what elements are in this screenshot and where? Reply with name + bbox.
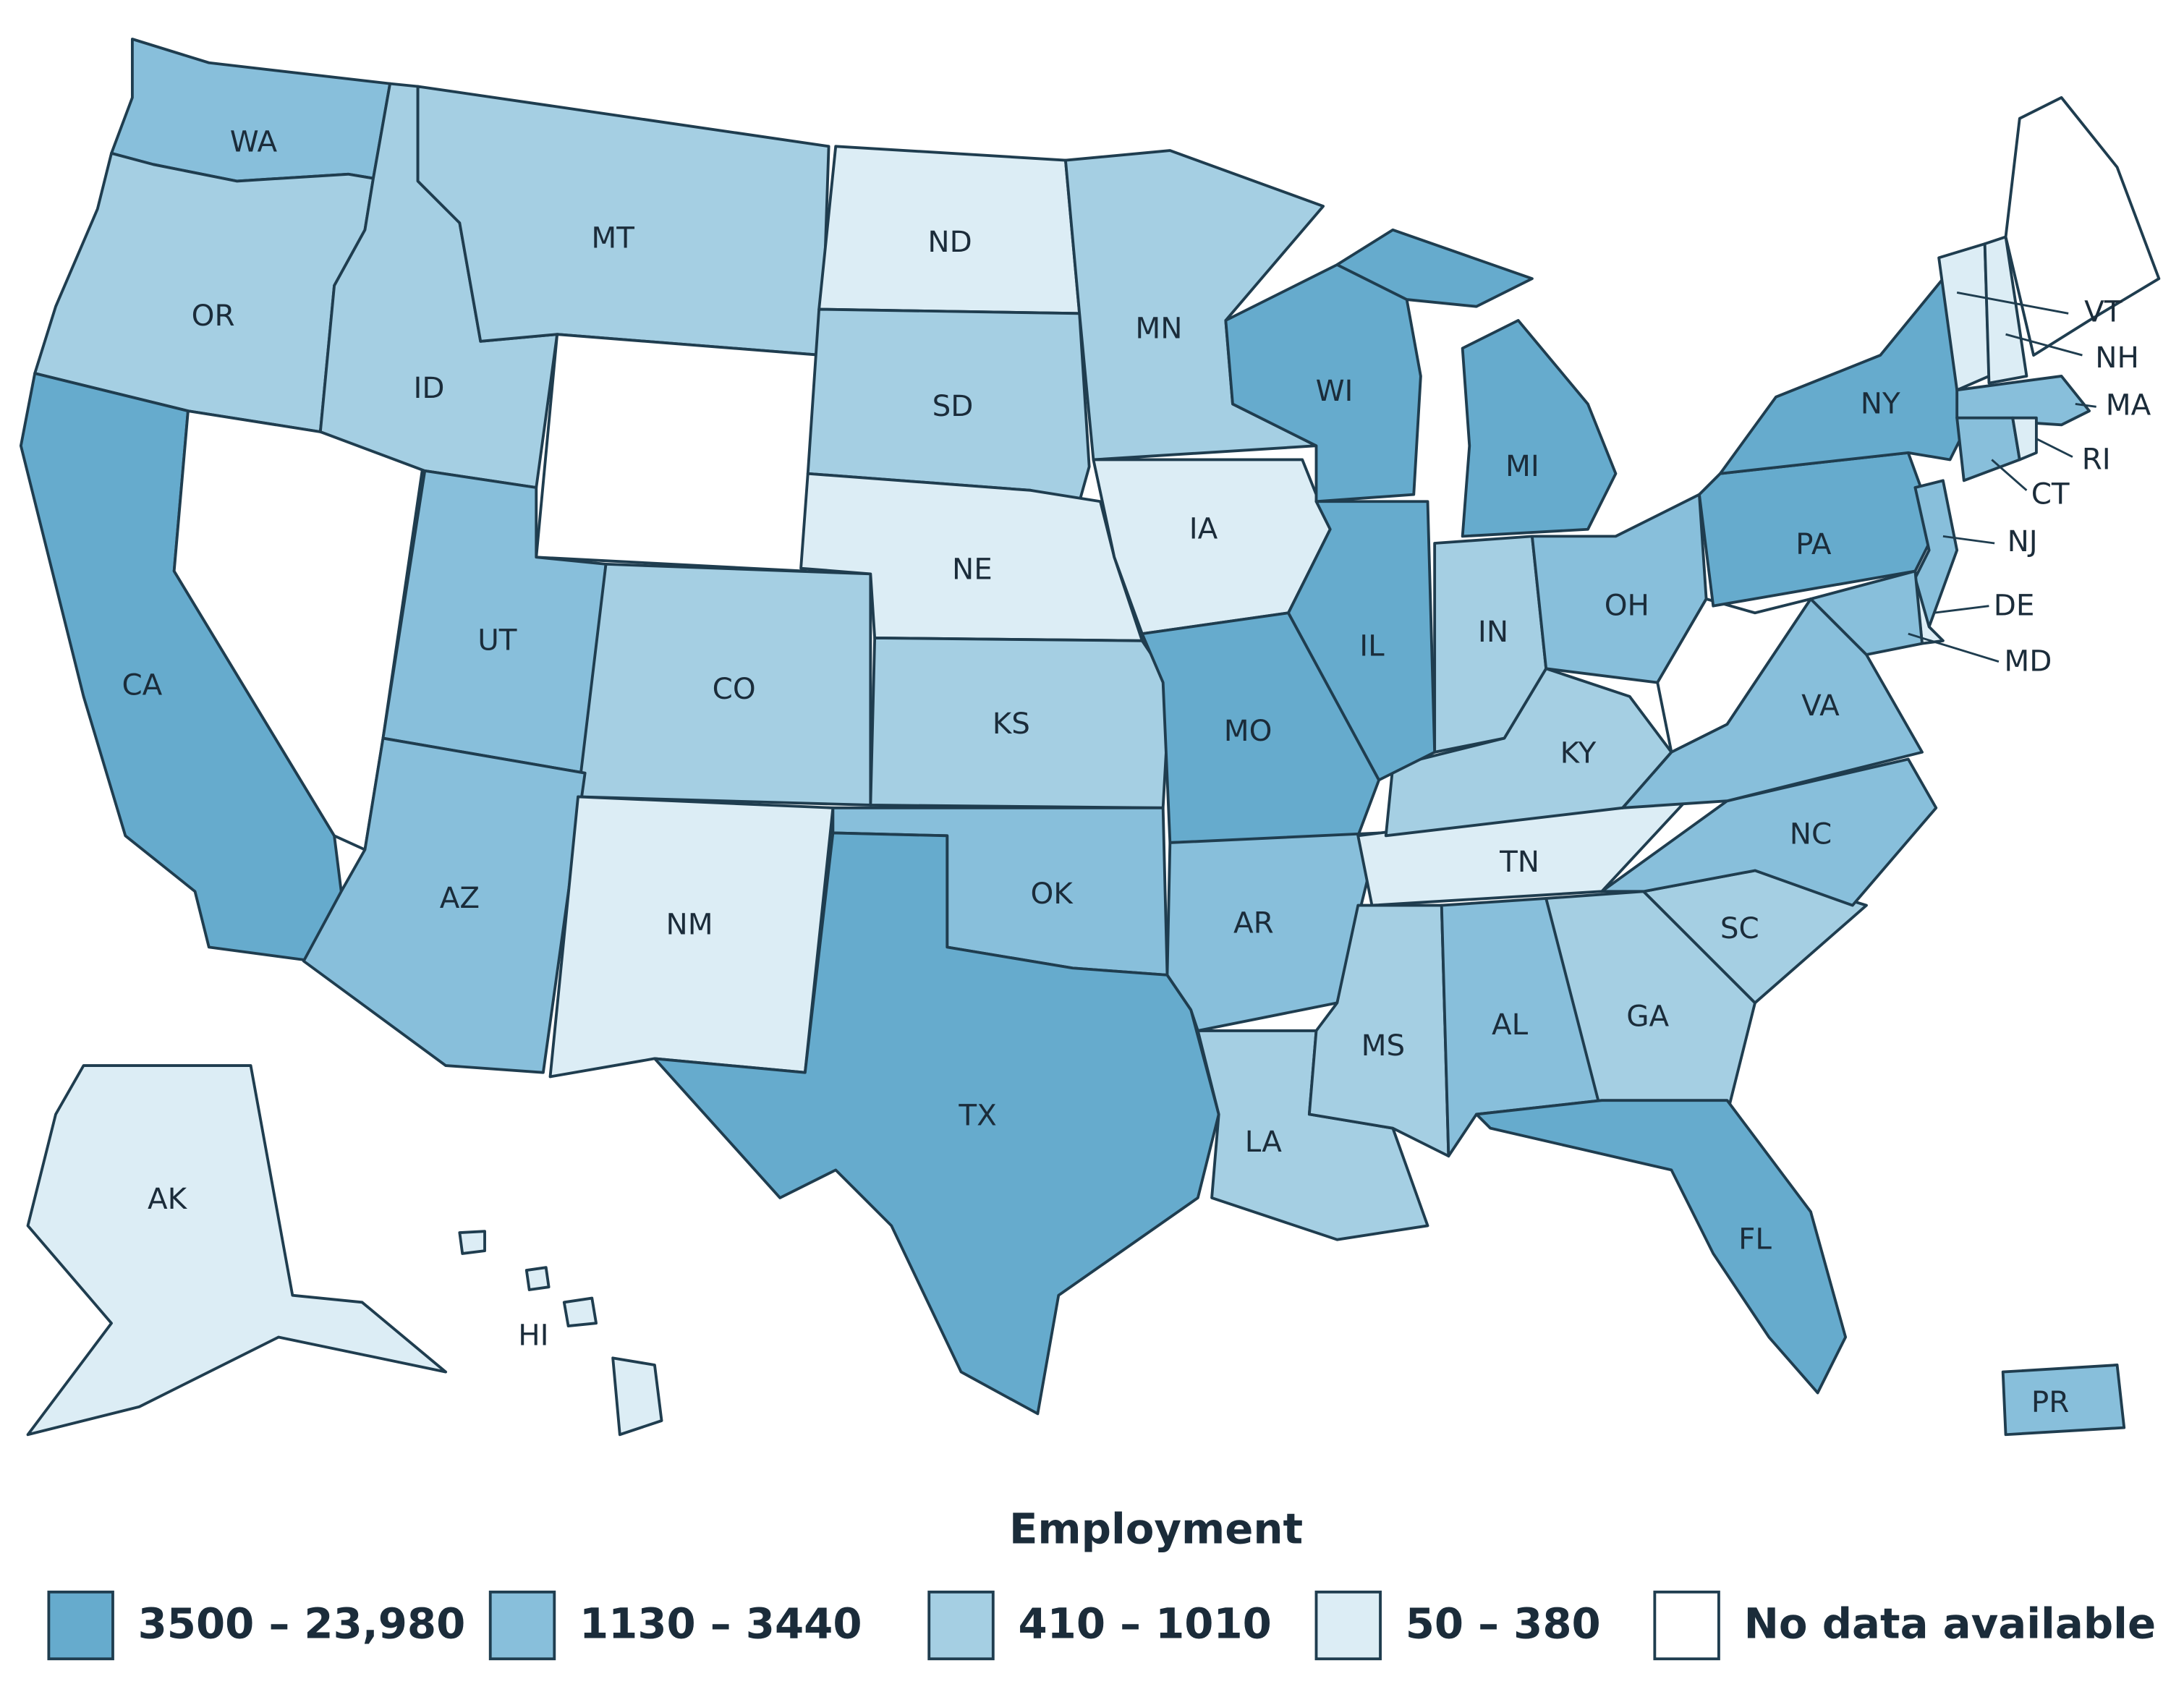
state-shape <box>524 1266 551 1291</box>
state-shape <box>1335 228 1534 308</box>
legend: Employment 3500 – 23,980 1130 – 3440 410 –… <box>47 1505 2157 1661</box>
legend-label: 3500 – 23,980 <box>138 1599 466 1649</box>
state-label: MN <box>1135 310 1182 345</box>
legend-title: Employment <box>1009 1505 1303 1554</box>
state-label: OR <box>192 298 235 333</box>
leader-line <box>1933 605 1989 614</box>
state-shape <box>1809 569 1924 656</box>
state-labels: WA OR CA ID MT UT CO AZ NM ND SD NE KS O… <box>122 124 2151 1419</box>
state-label: AR <box>1233 906 1274 940</box>
state-label: NJ <box>2007 524 2038 558</box>
state-shape <box>2004 95 2161 357</box>
states <box>19 38 2161 1437</box>
state-label: SC <box>1720 911 1759 945</box>
state-label: TN <box>1499 844 1539 879</box>
state-label: FL <box>1738 1222 1772 1256</box>
state-label: OK <box>1030 876 1074 911</box>
state-shape <box>1474 1099 1848 1395</box>
leader-lines <box>1908 292 2096 663</box>
state-label: KY <box>1560 736 1597 770</box>
state-label: NY <box>1861 386 1900 420</box>
state-label: NH <box>2095 340 2139 375</box>
leader-line <box>2036 438 2073 458</box>
state-label: HI <box>518 1317 548 1352</box>
state-label: IA <box>1189 511 1218 546</box>
legend-label: 1130 – 3440 <box>579 1599 862 1649</box>
state-label: TX <box>958 1097 996 1132</box>
legend-swatch <box>47 1590 114 1661</box>
state-shape <box>535 333 823 573</box>
state-shape <box>26 1064 448 1437</box>
state-shape <box>1287 500 1437 782</box>
leader-line <box>1991 459 2028 491</box>
state-label: RI <box>2082 441 2111 476</box>
legend-label: No data available <box>1744 1599 2157 1649</box>
state-shape <box>1955 416 2021 482</box>
legend-label: 50 – 380 <box>1406 1599 1601 1649</box>
state-label: DE <box>1994 588 2035 623</box>
state-label: IN <box>1478 614 1508 649</box>
state-label: CT <box>2031 477 2070 511</box>
legend-swatch <box>488 1590 556 1661</box>
state-label: AZ <box>440 880 480 915</box>
state-label: ID <box>413 370 444 405</box>
state-shape <box>2001 1364 2126 1437</box>
state-label: WI <box>1316 373 1354 408</box>
leader-line <box>2005 333 2083 357</box>
state-label: MO <box>1224 713 1272 748</box>
state-label: MS <box>1361 1028 1406 1063</box>
state-shape <box>562 1296 598 1327</box>
state-label: MI <box>1505 448 1539 483</box>
legend-swatch <box>927 1590 995 1661</box>
state-shape <box>611 1356 663 1437</box>
state-label: CA <box>122 667 162 702</box>
leader-line <box>2075 403 2096 408</box>
state-shape <box>1955 375 2091 427</box>
state-shape <box>2011 416 2038 462</box>
state-label: OH <box>1605 588 1649 623</box>
state-label: MA <box>2106 387 2151 422</box>
legend-label: 410 – 1010 <box>1018 1599 1271 1649</box>
state-label: LA <box>1245 1124 1282 1159</box>
state-shape <box>653 831 1220 1416</box>
state-shape <box>416 85 830 357</box>
legend-swatch <box>1653 1590 1720 1661</box>
state-label: AK <box>148 1181 188 1216</box>
state-label: CO <box>713 671 756 706</box>
state-label: SD <box>932 388 974 423</box>
state-label: NE <box>952 552 993 587</box>
state-label: UT <box>477 623 517 658</box>
state-label: PA <box>1796 527 1832 561</box>
state-shape <box>110 38 392 183</box>
state-label: GA <box>1626 999 1669 1034</box>
state-shape <box>1983 235 2028 385</box>
state-label: KS <box>993 706 1030 741</box>
leader-line <box>1942 535 1995 545</box>
state-label: PR <box>2031 1385 2069 1419</box>
state-shape <box>1718 277 1966 475</box>
state-label: VA <box>1801 688 1840 723</box>
state-label: MD <box>2004 644 2052 679</box>
state-label: AL <box>1492 1007 1529 1042</box>
legend-swatch <box>1314 1590 1382 1661</box>
state-label: WA <box>230 124 278 158</box>
state-label: IL <box>1359 628 1385 663</box>
state-label: NC <box>1790 816 1832 851</box>
state-label: ND <box>927 224 972 259</box>
leader-line <box>1956 292 2069 315</box>
state-label: NM <box>666 906 713 941</box>
leader-line <box>1908 632 2000 663</box>
state-shape <box>1461 319 1618 538</box>
state-shape <box>1621 598 1924 809</box>
state-shape <box>458 1230 486 1255</box>
state-label: MT <box>591 220 634 255</box>
state-label: VT <box>2084 294 2123 328</box>
